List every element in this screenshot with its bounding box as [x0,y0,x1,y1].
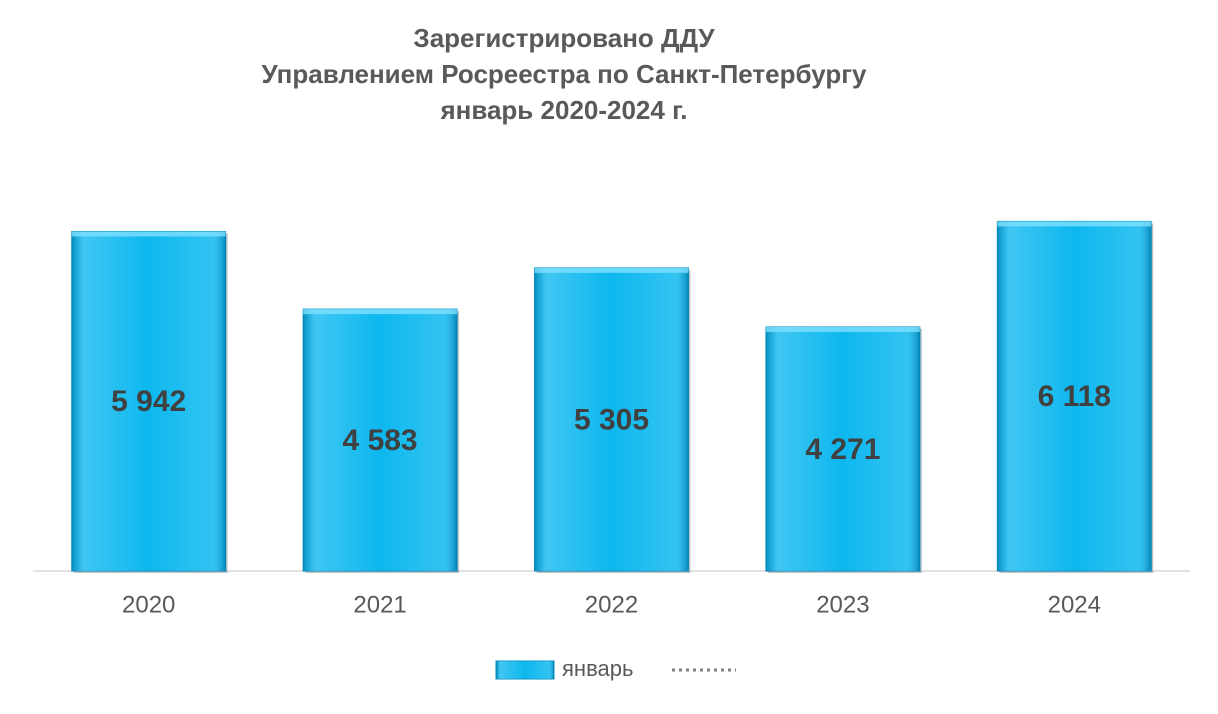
bar-top [765,326,920,332]
x-tick-label: 2023 [816,591,869,618]
x-tick-label: 2022 [585,591,638,618]
x-tick-label: 2024 [1048,591,1101,618]
chart-title: Зарегистрировано ДДУ [413,23,715,53]
bar-top [71,231,226,237]
chart-title: Управлением Росреестра по Санкт-Петербур… [261,59,867,89]
data-label: 5 942 [111,385,186,418]
bar-shine [765,326,920,571]
x-tick-label: 2021 [353,591,406,618]
bar-top [997,221,1152,227]
legend-label: январь [562,656,633,681]
bar-shine [303,309,458,571]
legend-swatch-shine [496,661,554,679]
data-label: 5 305 [574,403,649,436]
chart-title: январь 2020-2024 г. [439,95,687,125]
x-tick-label: 2020 [122,591,175,618]
bar-shine [71,231,226,571]
data-label: 4 583 [343,424,418,457]
data-label: 4 271 [805,433,880,466]
bar-shine [534,267,689,571]
data-label: 6 118 [1038,380,1111,413]
bar-top [303,309,458,315]
bar-top [534,267,689,273]
bar-shine [997,221,1152,571]
